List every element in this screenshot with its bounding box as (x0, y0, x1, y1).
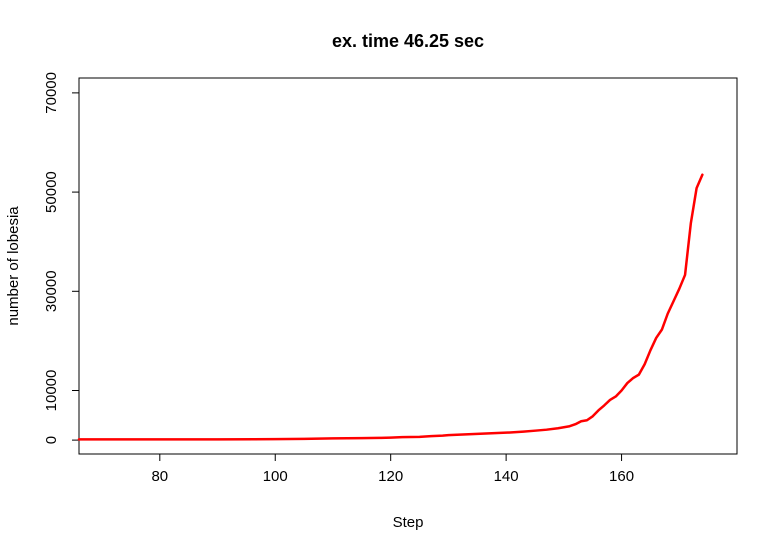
x-tick-label: 120 (378, 468, 403, 485)
series-line (77, 173, 704, 441)
y-tick-label: 30000 (43, 270, 60, 312)
x-tick-label: 140 (494, 468, 519, 485)
x-tick-label: 100 (263, 468, 288, 485)
x-axis-label: Step (393, 514, 424, 531)
y-axis-label: number of lobesia (5, 206, 22, 326)
y-tick-label: 50000 (43, 171, 60, 213)
plot-frame (78, 77, 738, 455)
y-tick-label: 10000 (43, 370, 60, 412)
y-tick-label: 0 (43, 436, 60, 444)
x-axis: 80 100 120 140 160 (151, 454, 634, 485)
x-tick-label: 160 (609, 468, 634, 485)
y-tick-label: 70000 (43, 72, 60, 114)
x-tick-label: 80 (151, 468, 168, 485)
y-axis: 0 10000 30000 50000 70000 (43, 72, 79, 444)
chart-title: ex. time 46.25 sec (332, 31, 484, 51)
series-layer (77, 173, 704, 441)
